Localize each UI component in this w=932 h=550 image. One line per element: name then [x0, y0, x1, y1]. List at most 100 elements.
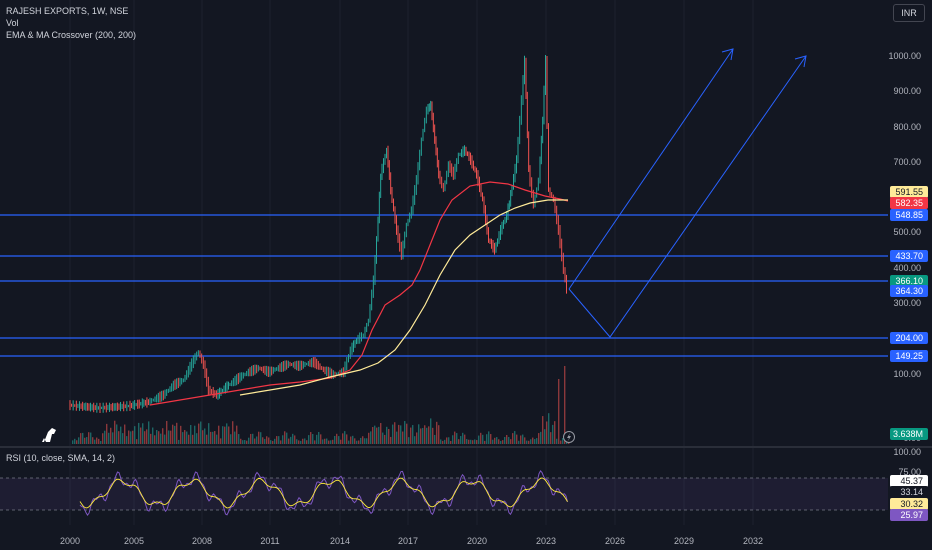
price-tick-label: 800.00	[893, 122, 921, 132]
price-tag: 204.00	[890, 332, 928, 344]
volume-bar	[474, 439, 476, 444]
volume-bar	[76, 440, 78, 444]
volume-bar	[526, 440, 528, 444]
rsi-ma-line	[79, 477, 568, 509]
volume-bar	[434, 434, 436, 444]
time-axis[interactable]: 2000 2005 2008 2011 2014 2017 2020 2023 2026 2029…	[60, 536, 763, 546]
ema-indicator-label[interactable]: EMA & MA Crossover (200, 200)	[6, 30, 137, 40]
volume-bar	[154, 435, 156, 444]
volume-bar	[528, 440, 530, 444]
volume-bar	[318, 431, 320, 444]
price-tag: 364.30	[890, 285, 928, 297]
volume-bar	[398, 424, 400, 444]
dinosaur-icon[interactable]	[42, 428, 56, 442]
projection-path-2	[568, 55, 807, 338]
volume-bar	[426, 427, 428, 444]
volume-bar	[254, 438, 256, 444]
svg-text:204.00: 204.00	[895, 333, 923, 343]
price-tag: 582.35	[890, 197, 928, 209]
currency-button[interactable]: INR	[893, 4, 925, 22]
price-tag: 3.638M	[890, 428, 928, 440]
svg-text:548.85: 548.85	[895, 210, 923, 220]
price-axis[interactable]: 1000.00 900.00 800.00 700.00 500.00 400.00 300…	[888, 51, 921, 443]
projection-drawings[interactable]	[568, 48, 807, 338]
volume-bar	[128, 430, 130, 444]
volume-bar	[404, 421, 406, 444]
svg-text:3.638M: 3.638M	[893, 429, 923, 439]
volume-bar	[470, 439, 472, 444]
volume-bar	[250, 433, 252, 444]
time-label: 2023	[536, 536, 556, 546]
volume-bar	[208, 423, 210, 444]
volume-bar	[396, 431, 398, 444]
volume-bar	[530, 439, 532, 444]
volume-bar	[466, 439, 468, 444]
volume-bar	[138, 422, 140, 444]
price-candles	[69, 55, 567, 413]
volume-bar	[234, 431, 236, 444]
time-label: 2029	[674, 536, 694, 546]
volume-bar	[116, 424, 118, 444]
volume-bar	[184, 430, 186, 444]
time-label: 2008	[192, 536, 212, 546]
volume-bar	[378, 426, 380, 444]
volume-bar	[94, 439, 96, 444]
volume-bar	[196, 433, 198, 444]
volume-bar	[510, 439, 512, 444]
volume-bar	[148, 421, 150, 444]
svg-text:591.55: 591.55	[895, 187, 923, 197]
volume-bar	[134, 426, 136, 444]
volume-bar	[344, 431, 346, 444]
rsi-indicator-label[interactable]: RSI (10, close, SMA, 14, 2)	[6, 453, 116, 463]
volume-bar	[194, 425, 196, 444]
volume-bar	[92, 437, 94, 444]
volume-bar	[306, 440, 308, 444]
volume-bar	[554, 421, 556, 444]
volume-bar	[180, 425, 182, 444]
volume-bar	[300, 440, 302, 444]
volume-bar	[100, 440, 102, 444]
volume-bar	[78, 437, 80, 444]
ema-200-line	[149, 181, 569, 406]
horizontal-levels[interactable]	[0, 214, 888, 357]
price-tag: 45.37	[890, 475, 928, 487]
volume-bar	[266, 436, 268, 444]
volume-bar	[108, 432, 110, 444]
volume-label[interactable]: Vol	[6, 18, 19, 28]
lightning-icon[interactable]	[563, 431, 575, 443]
volume-bar	[354, 438, 356, 444]
volume-bar	[440, 439, 442, 444]
volume-bar	[170, 430, 172, 444]
volume-bar	[562, 438, 564, 444]
volume-bar	[342, 433, 344, 444]
volume-bar	[334, 435, 336, 444]
price-tick-label: 400.00	[893, 263, 921, 273]
volume-bar	[504, 436, 506, 444]
price-tick-label: 100.00	[893, 369, 921, 379]
volume-bar	[430, 418, 432, 444]
volume-bar	[472, 440, 474, 444]
volume-bar	[442, 440, 444, 444]
volume-bar	[548, 413, 550, 444]
volume-bar	[338, 436, 340, 444]
volume-bar	[124, 424, 126, 444]
volume-bar	[226, 423, 228, 444]
volume-bar	[292, 433, 294, 444]
volume-bar	[506, 434, 508, 444]
volume-bar	[228, 426, 230, 444]
volume-bar	[156, 429, 158, 444]
volume-bar	[520, 435, 522, 444]
svg-text:45.37: 45.37	[900, 476, 923, 486]
volume-bar	[532, 437, 534, 444]
volume-bar	[452, 435, 454, 444]
volume-bar	[478, 435, 480, 444]
symbol-title[interactable]: RAJESH EXPORTS, 1W, NSE	[6, 6, 129, 16]
price-tag: 149.25	[890, 350, 928, 362]
price-tick-label: 1000.00	[888, 51, 921, 61]
volume-bar	[172, 424, 174, 444]
volume-bar	[216, 434, 218, 444]
volume-bar	[328, 440, 330, 444]
volume-bar	[540, 431, 542, 444]
volume-bar	[282, 435, 284, 444]
